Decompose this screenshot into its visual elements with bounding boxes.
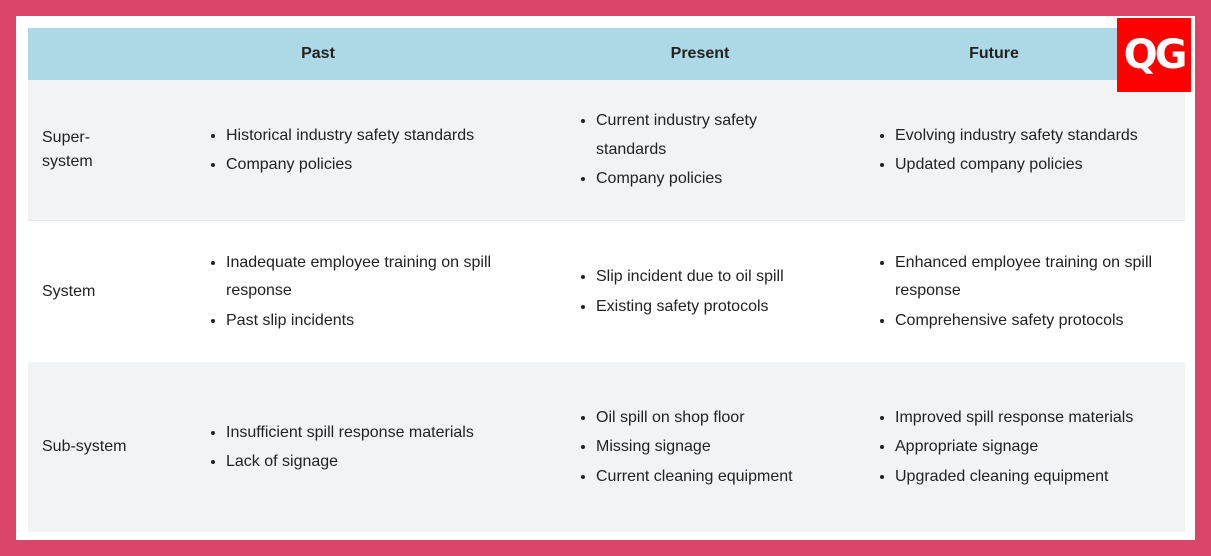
row-label-supersystem: Super- system (42, 129, 93, 170)
present-list: Current industry safety standards Compan… (582, 106, 796, 194)
header-future: Future (969, 45, 1019, 62)
list-item: Slip incident due to oil spill (596, 262, 796, 292)
list-item: Improved spill response materials (895, 403, 1195, 433)
table-row: Sub-system Insufficient spill response m… (28, 362, 1185, 532)
list-item: Updated company policies (895, 150, 1195, 180)
present-list: Slip incident due to oil spill Existing … (582, 262, 796, 321)
header-past: Past (301, 45, 335, 62)
row-divider (28, 220, 1185, 221)
header-present: Present (670, 45, 730, 62)
page-frame: Past Present Future Super- system Histor… (16, 16, 1195, 540)
list-item: Evolving industry safety standards (895, 121, 1195, 151)
list-item: Insufficient spill response materials (226, 418, 526, 448)
table-row: System Inadequate employee training on s… (28, 221, 1185, 362)
list-item: Oil spill on shop floor (596, 403, 796, 433)
list-item: Upgraded cleaning equipment (895, 462, 1195, 492)
row-label-subsystem: Sub-system (42, 438, 127, 455)
list-item: Comprehensive safety protocols (895, 306, 1195, 336)
future-list: Evolving industry safety standards Updat… (881, 121, 1195, 180)
list-item: Company policies (596, 164, 796, 194)
future-list: Enhanced employee training on spill resp… (881, 248, 1195, 336)
future-list: Improved spill response materials Approp… (881, 403, 1195, 492)
list-item: Historical industry safety standards (226, 121, 526, 151)
qg-logo: QG (1117, 18, 1191, 92)
row-label-system: System (42, 282, 96, 300)
table-row: Super- system Historical industry safety… (28, 80, 1185, 220)
list-item: Lack of signage (226, 447, 526, 477)
past-list: Historical industry safety standards Com… (212, 121, 526, 180)
list-item: Current industry safety standards (596, 106, 796, 164)
list-item: Company policies (226, 150, 526, 180)
list-item: Past slip incidents (226, 306, 526, 336)
comparison-table: Past Present Future Super- system Histor… (28, 28, 1185, 532)
list-item: Current cleaning equipment (596, 462, 796, 492)
list-item: Inadequate employee training on spill re… (226, 248, 526, 306)
past-list: Inadequate employee training on spill re… (212, 248, 526, 336)
list-item: Appropriate signage (895, 432, 1195, 462)
list-item: Existing safety protocols (596, 292, 796, 322)
past-list: Insufficient spill response materials La… (212, 418, 526, 477)
present-list: Oil spill on shop floor Missing signage … (582, 403, 796, 492)
list-item: Enhanced employee training on spill resp… (895, 248, 1195, 306)
table-header: Past Present Future (28, 28, 1185, 80)
list-item: Missing signage (596, 432, 796, 462)
